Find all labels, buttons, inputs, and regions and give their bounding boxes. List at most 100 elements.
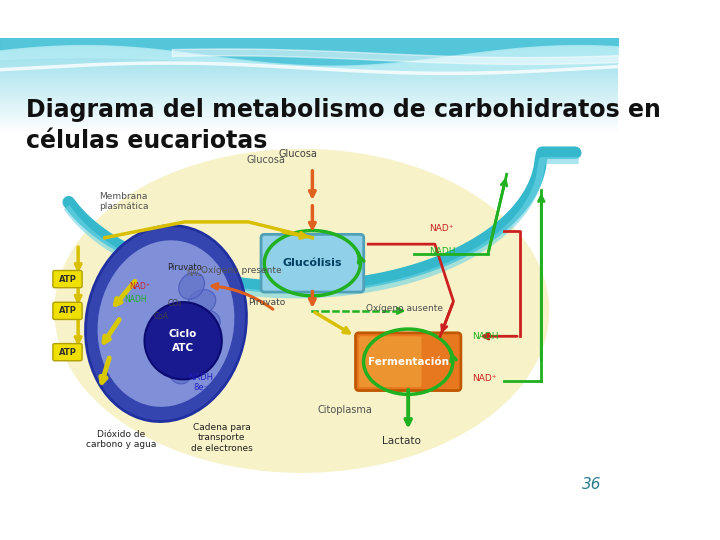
Bar bbox=[0, 44, 618, 45]
Bar bbox=[0, 109, 618, 110]
Bar bbox=[0, 71, 618, 72]
Bar bbox=[0, 102, 618, 103]
Text: Piruvato: Piruvato bbox=[167, 262, 202, 272]
Text: ATP: ATP bbox=[58, 275, 76, 284]
Text: Oxígeno presente: Oxígeno presente bbox=[201, 266, 282, 275]
Bar bbox=[0, 132, 618, 133]
Text: Piruvato: Piruvato bbox=[248, 298, 286, 307]
Bar bbox=[0, 116, 618, 117]
Bar bbox=[0, 77, 618, 78]
Text: NAC⁺: NAC⁺ bbox=[186, 269, 206, 278]
FancyBboxPatch shape bbox=[356, 333, 461, 390]
Ellipse shape bbox=[188, 289, 216, 314]
Bar bbox=[0, 57, 618, 58]
Text: NADH
8e⁻: NADH 8e⁻ bbox=[188, 373, 213, 392]
Text: NADH: NADH bbox=[125, 295, 147, 304]
Bar bbox=[0, 130, 618, 131]
FancyBboxPatch shape bbox=[53, 302, 82, 320]
Ellipse shape bbox=[98, 240, 235, 407]
Bar bbox=[0, 94, 618, 95]
Bar bbox=[0, 92, 618, 93]
Bar bbox=[0, 66, 618, 68]
Bar bbox=[0, 65, 618, 66]
Bar bbox=[0, 117, 618, 118]
Bar bbox=[0, 128, 618, 129]
Ellipse shape bbox=[54, 149, 549, 473]
Bar bbox=[0, 51, 618, 52]
Text: Diagrama del metabolismo de carbohidratos en
células eucariotas: Diagrama del metabolismo de carbohidrato… bbox=[26, 98, 661, 153]
Bar bbox=[0, 83, 618, 84]
Bar bbox=[0, 50, 618, 51]
Bar bbox=[0, 100, 618, 102]
Text: Ciclo: Ciclo bbox=[169, 329, 197, 339]
Bar bbox=[0, 75, 618, 76]
Text: Dióxido de
carbono y agua: Dióxido de carbono y agua bbox=[86, 430, 156, 449]
Ellipse shape bbox=[192, 310, 220, 334]
Text: Membrana
plasmática: Membrana plasmática bbox=[99, 192, 149, 211]
Bar bbox=[0, 114, 618, 116]
Bar bbox=[0, 106, 618, 107]
Bar bbox=[0, 105, 618, 106]
Bar bbox=[0, 64, 618, 65]
Ellipse shape bbox=[189, 330, 217, 354]
Text: CO₂: CO₂ bbox=[168, 299, 181, 308]
Bar bbox=[0, 104, 618, 105]
Bar bbox=[0, 125, 618, 126]
Text: ATC: ATC bbox=[172, 342, 194, 353]
Bar bbox=[0, 108, 618, 109]
Bar bbox=[0, 84, 618, 85]
Text: Glucosa: Glucosa bbox=[247, 155, 286, 165]
Bar bbox=[0, 45, 618, 46]
Text: Glucólisis: Glucólisis bbox=[283, 258, 342, 268]
Bar bbox=[0, 129, 618, 130]
Bar bbox=[0, 49, 618, 50]
Bar bbox=[0, 97, 618, 98]
Bar bbox=[0, 90, 618, 91]
Bar bbox=[0, 61, 618, 62]
Bar bbox=[0, 87, 618, 88]
Bar bbox=[0, 98, 618, 99]
Text: Glucosa: Glucosa bbox=[278, 149, 317, 159]
Bar bbox=[0, 40, 618, 41]
Text: NAD⁺: NAD⁺ bbox=[472, 374, 497, 383]
FancyBboxPatch shape bbox=[261, 234, 364, 292]
Bar bbox=[0, 63, 618, 64]
Bar bbox=[0, 48, 618, 49]
Bar bbox=[0, 43, 618, 44]
Bar bbox=[0, 69, 618, 70]
Bar bbox=[0, 119, 618, 120]
Bar bbox=[0, 58, 618, 59]
Text: NADH: NADH bbox=[472, 333, 498, 341]
Bar bbox=[0, 59, 618, 60]
Bar bbox=[0, 56, 618, 57]
Bar bbox=[0, 72, 618, 73]
Bar bbox=[0, 39, 618, 40]
Bar bbox=[0, 52, 618, 53]
Bar bbox=[0, 123, 618, 124]
Bar bbox=[0, 120, 618, 122]
Bar bbox=[0, 96, 618, 97]
Bar bbox=[0, 103, 618, 104]
Bar bbox=[0, 54, 618, 55]
Bar bbox=[0, 74, 618, 75]
Text: NAD⁺: NAD⁺ bbox=[430, 225, 454, 233]
FancyBboxPatch shape bbox=[359, 336, 421, 387]
Circle shape bbox=[145, 302, 222, 380]
Text: 36: 36 bbox=[582, 476, 601, 491]
Bar bbox=[0, 127, 618, 128]
Text: Citoplasma: Citoplasma bbox=[318, 404, 372, 415]
Bar bbox=[0, 122, 618, 123]
Bar bbox=[0, 70, 618, 71]
Bar bbox=[0, 78, 618, 79]
Bar bbox=[0, 41, 618, 42]
Bar bbox=[0, 131, 618, 132]
Bar bbox=[0, 76, 618, 77]
Text: Fermentación: Fermentación bbox=[368, 357, 449, 367]
Text: Oxígeno ausente: Oxígeno ausente bbox=[366, 304, 443, 313]
Bar bbox=[0, 62, 618, 63]
Bar bbox=[0, 95, 618, 96]
Bar bbox=[0, 82, 618, 83]
Bar bbox=[0, 111, 618, 112]
Bar bbox=[0, 91, 618, 92]
Bar bbox=[0, 107, 618, 108]
